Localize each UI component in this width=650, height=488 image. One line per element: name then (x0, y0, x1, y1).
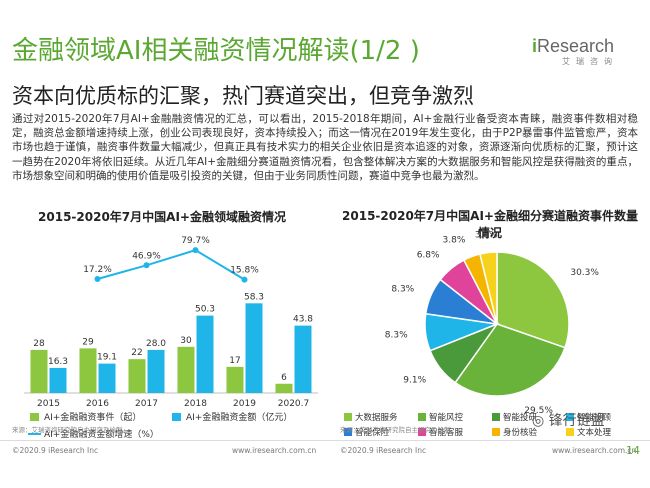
iresearch-logo: iResearch 艾瑞咨询 (532, 36, 632, 68)
bar-amount-label-2016: 19.1 (97, 353, 117, 363)
pie-chart-source: 来源：艾瑞咨询研究院自主研究及绘制。 (340, 426, 457, 434)
pie-legend-label-6: 身份核验 (503, 427, 538, 438)
growth-label-2019: 15.8% (230, 266, 259, 276)
pie-label-6: 3.8% (443, 236, 466, 246)
growth-point-2016 (94, 275, 101, 282)
bar-amount-2016 (98, 363, 116, 393)
bar-category-label-2015: 2015 (37, 399, 60, 409)
bar-amount-2020.7 (294, 325, 312, 393)
pie-legend-label-1: 智能风控 (429, 412, 464, 423)
footer-divider (0, 440, 650, 441)
pie-chart: 30.3%29.5%9.1%8.3%8.3%6.8%3.8%3.8%大数据服务智… (344, 231, 612, 438)
bar-category-label-2017: 2017 (135, 399, 158, 409)
footer-copyright-left: ©2020.9 iResearch Inc (12, 446, 99, 455)
bar-amount-label-2015: 16.3 (48, 357, 68, 367)
bar-events-2019 (226, 366, 244, 393)
pie-legend-swatch-4 (344, 428, 352, 436)
growth-point-2019 (241, 276, 248, 283)
pie-legend-swatch-2 (492, 413, 500, 421)
bar-events-2018 (177, 346, 195, 393)
analysis-paragraph: 通过对2015-2020年7月AI+金融融资情况的汇总，可以看出，2015-20… (12, 113, 638, 182)
pie-legend-label-3: 智能投顾 (577, 412, 612, 423)
bar-amount-2017 (147, 349, 165, 393)
bar-amount-label-2017: 28.0 (146, 339, 166, 349)
pie-label-5: 6.8% (417, 251, 440, 261)
pie-legend-label-2: 智能投研 (503, 412, 538, 423)
pie-chart-title: 2015-2020年7月中国AI+金融细分赛道融资事件数量情况 (342, 209, 638, 240)
bar-events-2015 (30, 349, 48, 393)
pie-slice-0 (496, 251, 570, 349)
pie-legend-swatch-0 (344, 413, 352, 421)
bar-events-label-2015: 28 (33, 339, 45, 349)
bar-category-label-2016: 2016 (86, 399, 109, 409)
bar-category-label-2018: 2018 (184, 399, 207, 409)
bar-events-2020.7 (275, 383, 293, 393)
growth-point-2018 (192, 247, 199, 254)
pie-label-7: 3.8% (475, 231, 498, 241)
growth-label-2018: 79.7% (181, 236, 210, 246)
pie-legend-label-7: 文本处理 (577, 427, 612, 438)
bar-events-label-2018: 30 (180, 336, 192, 346)
pie-legend-label-0: 大数据服务 (355, 412, 398, 423)
growth-point-2017 (143, 262, 150, 269)
pie-legend-swatch-7 (566, 428, 574, 436)
legend-swatch-0 (30, 413, 39, 421)
bar-events-2016 (79, 348, 97, 393)
pie-legend-swatch-1 (418, 413, 426, 421)
footer-copyright-right: ©2020.9 iResearch Inc (340, 446, 427, 455)
bar-category-label-2020.7: 2020.7 (278, 399, 310, 409)
legend-swatch-1 (172, 413, 181, 421)
logo-text: iResearch (532, 36, 615, 56)
bar-events-label-2016: 29 (82, 337, 94, 347)
wechat-icon: ◎ (532, 413, 545, 429)
bar-events-label-2017: 22 (131, 348, 142, 358)
page-title: 金融领域AI相关融资情况解读(1/2 ) (12, 36, 420, 66)
bar-amount-2015 (49, 367, 67, 393)
bar-events-2017 (128, 359, 146, 393)
growth-label-2017: 46.9% (132, 251, 161, 261)
bar-category-label-2019: 2019 (233, 399, 256, 409)
pie-label-3: 8.3% (385, 331, 408, 341)
pie-label-1: 29.5% (524, 406, 553, 416)
pie-label-0: 30.3% (570, 268, 599, 278)
pie-legend-swatch-6 (492, 428, 500, 436)
pie-legend-label-5: 智能客服 (429, 427, 464, 438)
legend-label-2: AI+金融融资金额增速（%） (44, 428, 159, 440)
logo-subtext: 艾瑞咨询 (562, 57, 618, 66)
bar-chart-title: 2015-2020年7月中国AI+金融领域融资情况 (38, 210, 286, 224)
bar-chart-source: 来源：艾瑞咨询研究院自主研究及绘制。 (12, 426, 129, 434)
bar-events-label-2019: 17 (229, 356, 240, 366)
pie-slice-1 (454, 323, 566, 397)
legend-label-0: AI+金融融资事件（起） (44, 411, 141, 423)
pie-slice-7 (479, 251, 498, 325)
footer-url-left[interactable]: www.iresearch.com.cn (232, 446, 317, 455)
wechat-watermark: ◎ 锋行链盟 (532, 413, 605, 429)
pie-legend-swatch-3 (566, 413, 574, 421)
pie-legend-label-4: 智能保险 (355, 427, 390, 438)
page-subtitle: 资本向优质标的汇聚，热门赛道突出，但竞争激烈 (12, 84, 474, 108)
pie-legend-swatch-5 (418, 428, 426, 436)
bar-amount-label-2019: 58.3 (244, 292, 264, 302)
growth-line (97, 249, 246, 281)
bar-amount-2019 (245, 303, 263, 393)
bar-amount-2018 (196, 315, 214, 393)
legend-label-1: AI+金融融资金额（亿元） (186, 411, 292, 423)
page-number: 14 (626, 444, 640, 457)
growth-label-2016: 17.2% (83, 265, 112, 275)
bar-events-label-2020.7: 6 (281, 373, 287, 383)
pie-label-2: 9.1% (403, 376, 426, 386)
bar-amount-label-2018: 50.3 (195, 305, 215, 315)
bar-amount-label-2020.7: 43.8 (293, 315, 313, 325)
footer-url-right[interactable]: www.iresearch.com.cn (552, 446, 637, 455)
pie-label-4: 8.3% (391, 285, 414, 295)
